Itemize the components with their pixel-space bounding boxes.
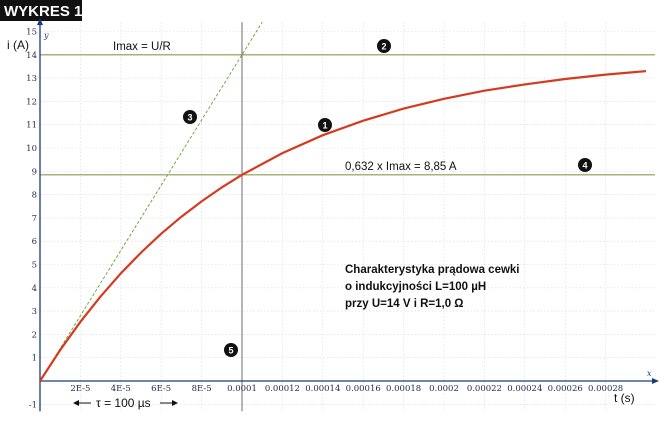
y-tick-label: 15	[26, 28, 37, 38]
x-tick-label: 0.00026	[548, 384, 583, 394]
marker-4-text: 4	[582, 161, 587, 171]
description-line-1: Charakterystyka prądowa cewki	[345, 264, 520, 276]
x-tick-label: 0.00018	[386, 384, 421, 394]
y-axis-arrow	[37, 18, 43, 26]
axes	[37, 18, 659, 412]
x-tick-label: 0.00016	[346, 384, 381, 394]
title-badge-text: WYKRES 1	[4, 3, 82, 20]
marker-1-circle	[318, 118, 332, 132]
x-tick-label: 0.00012	[265, 384, 300, 394]
x-tick-label: 8E-5	[192, 384, 212, 394]
marker-1-text: 1	[322, 121, 327, 131]
tau-label: τ = 100 µs	[96, 396, 151, 410]
x-tick-label: 0.00014	[305, 384, 340, 394]
marker-5: 5	[224, 343, 238, 357]
y-axis-letter: y	[43, 31, 49, 40]
current-curve	[39, 70, 647, 382]
marker-3-text: 3	[187, 113, 192, 123]
grid	[40, 22, 655, 412]
y-axis-label: i (A)	[7, 38, 29, 52]
x-tick-label: 0.00022	[467, 384, 502, 394]
y-tick-label: 10	[26, 144, 37, 154]
x-axis-arrow	[652, 378, 659, 384]
title-badge-background	[0, 0, 82, 21]
marker-2: 2	[377, 39, 391, 53]
y-tick-label: 14	[26, 51, 37, 61]
x-tick-label: 2E-5	[70, 384, 90, 394]
description-line-3: przy U=14 V i R=1,0 Ω	[345, 298, 464, 310]
x-tick-label: 4E-5	[111, 384, 131, 394]
tau-annotation: τ = 100 µs	[73, 396, 178, 410]
title-badge: WYKRES 1	[0, 0, 82, 21]
y-tick-label: 11	[26, 121, 37, 131]
y-tick-label: 9	[32, 167, 37, 177]
x-axis-label: t (s)	[614, 391, 635, 405]
y-tick-label: 12	[26, 97, 37, 107]
y-tick-label: 3	[32, 307, 37, 317]
marker-2-circle	[377, 39, 391, 53]
marker-2-text: 2	[381, 42, 386, 52]
y-tick-label: 4	[32, 284, 37, 294]
x-tick-label: 0.0002	[429, 384, 459, 394]
x-tick-label: 6E-5	[151, 384, 171, 394]
marker-4-circle	[578, 158, 592, 172]
y-tick-label: 2	[32, 330, 37, 340]
marker-3: 3	[183, 110, 197, 124]
description-line-2: o indukcyjności L=100 µH	[345, 281, 486, 293]
y-tick-label: 6	[32, 237, 37, 247]
marker-4: 4	[578, 158, 592, 172]
y-tick-label: 13	[26, 74, 37, 84]
tau-arrow-left-head	[73, 400, 79, 406]
y-tick-label: -1	[29, 400, 37, 410]
y-tick-label: 8	[32, 191, 37, 201]
level-label: 0,632 x Imax = 8,85 A	[345, 161, 457, 173]
reference-lines	[40, 22, 655, 412]
x-tick-labels: 2E-5 4E-5 6E-5 8E-5 0.0001 0.00012 0.00014 0.00…	[70, 384, 623, 394]
imax-label: Imax = U/R	[113, 41, 171, 53]
y-tick-label: 1	[32, 354, 37, 364]
x-axis-letter: x	[647, 369, 652, 378]
tangent-line	[39, 21, 263, 382]
tau-arrow-right-head	[172, 400, 178, 406]
x-tick-label: 0.00028	[588, 384, 623, 394]
y-tick-label: 5	[32, 261, 37, 271]
marker-3-circle	[183, 110, 197, 124]
x-tick-label: 0.0001	[227, 384, 257, 394]
marker-1: 1	[318, 118, 332, 132]
marker-5-text: 5	[228, 346, 233, 356]
marker-5-circle	[224, 343, 238, 357]
y-tick-label: 7	[32, 214, 37, 224]
description: Charakterystyka prądowa cewki o indukcyj…	[345, 264, 520, 310]
x-tick-label: 0.00024	[507, 384, 542, 394]
